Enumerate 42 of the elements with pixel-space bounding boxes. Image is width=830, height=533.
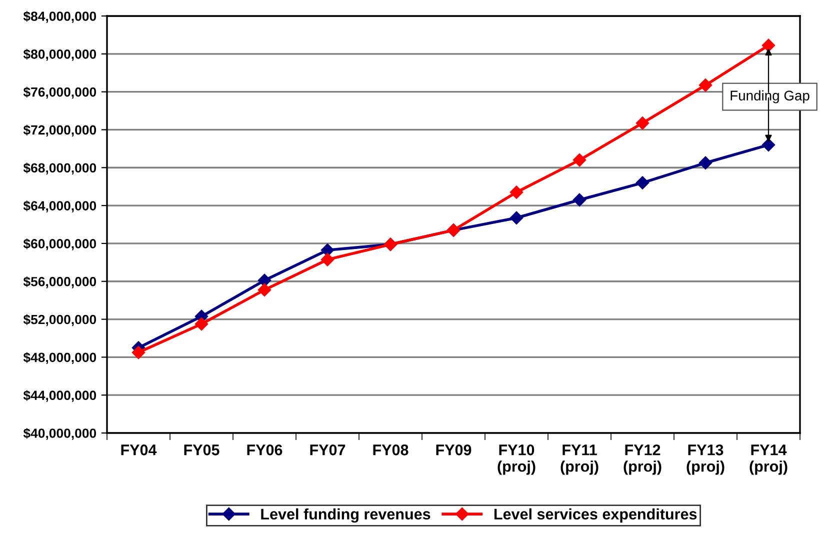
y-tick-label: $72,000,000 — [23, 124, 96, 137]
x-tick-label: FY14 (proj) — [750, 444, 788, 475]
x-tick-label: FY05 — [184, 444, 220, 456]
x-tick-label: FY08 — [373, 444, 408, 456]
y-tick-label: $60,000,000 — [23, 238, 96, 250]
x-tick-label: FY09 — [436, 444, 472, 456]
point — [510, 186, 524, 199]
x-tick-label: FY04 — [121, 444, 157, 456]
x-tick-label: FY13 (proj) — [686, 444, 724, 475]
point — [636, 176, 650, 190]
point — [698, 156, 712, 170]
x-tick-label: FY07 — [310, 444, 346, 456]
x-tick-label: FY10 (proj) — [498, 444, 536, 475]
point — [572, 193, 586, 206]
y-tick-label: $64,000,000 — [23, 200, 96, 212]
y-tick-label: $44,000,000 — [23, 390, 96, 402]
point — [258, 274, 272, 288]
x-tick-label: FY06 — [247, 444, 282, 456]
point — [320, 252, 334, 266]
point — [698, 78, 712, 92]
point — [510, 211, 524, 224]
y-tick-label: $48,000,000 — [23, 352, 96, 364]
y-tick-label: $80,000,000 — [23, 48, 96, 61]
y-tick-label: $56,000,000 — [23, 276, 96, 288]
point — [762, 38, 776, 52]
point — [572, 153, 586, 167]
x-tick-label: FY11 (proj) — [560, 444, 598, 475]
y-tick-label: $68,000,000 — [23, 162, 96, 174]
point — [320, 244, 334, 257]
annotation: Funding Gap — [730, 90, 810, 104]
y-tick-label: $40,000,000 — [23, 428, 96, 440]
y-tick-label: $84,000,000 — [23, 10, 96, 23]
y-tick-label: $76,000,000 — [23, 86, 96, 99]
point — [762, 138, 776, 152]
point — [132, 346, 146, 360]
y-tick-label: $52,000,000 — [23, 314, 96, 326]
point — [636, 116, 650, 130]
point — [194, 317, 208, 331]
legend-label: Level services expenditures — [494, 508, 697, 523]
legend-label: Level funding revenues — [261, 508, 430, 523]
x-tick-label: FY12 (proj) — [624, 444, 662, 475]
point — [258, 283, 272, 296]
